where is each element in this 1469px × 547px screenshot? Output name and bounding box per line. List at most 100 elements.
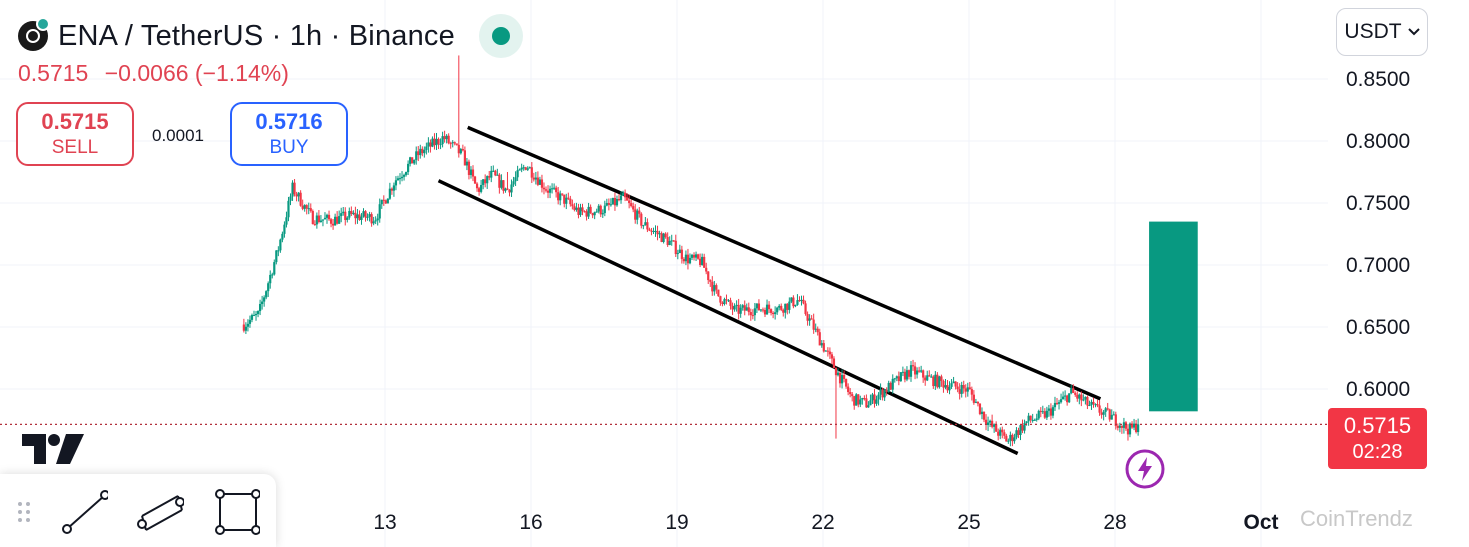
- candle-body: [475, 183, 479, 189]
- candle-body: [522, 167, 525, 169]
- candle-body: [1055, 402, 1059, 404]
- candle-body: [579, 207, 582, 215]
- candle-body: [615, 198, 619, 206]
- candle-body: [258, 303, 262, 312]
- market-status-indicator[interactable]: [478, 14, 523, 58]
- candle-body: [311, 210, 314, 225]
- candle-body: [729, 300, 732, 306]
- candle-body: [447, 135, 450, 144]
- buy-button[interactable]: 0.5716 BUY: [230, 102, 348, 166]
- parallel-channel-icon[interactable]: [136, 488, 184, 536]
- candle-body: [1118, 425, 1121, 428]
- candle-body: [317, 215, 320, 223]
- candle-body: [891, 378, 894, 390]
- candle-body: [664, 233, 667, 238]
- candle-body: [784, 303, 787, 313]
- candle-body: [473, 176, 477, 184]
- candle-body: [832, 358, 836, 368]
- candle-body: [449, 143, 452, 145]
- last-price: 0.5715: [18, 60, 89, 86]
- candle-body: [404, 172, 408, 175]
- candle-body: [948, 386, 951, 391]
- candle-body: [508, 189, 511, 193]
- candle-body: [739, 307, 742, 314]
- candle-body: [354, 212, 357, 219]
- candle-body: [577, 207, 580, 215]
- candle-body: [735, 304, 738, 306]
- candle-body: [670, 240, 673, 242]
- candle-body: [820, 343, 823, 346]
- candle-body: [254, 313, 258, 316]
- drag-handle-icon[interactable]: [6, 488, 54, 536]
- candle-body: [828, 351, 831, 355]
- candle-body: [1021, 425, 1024, 431]
- candle-body: [660, 233, 663, 242]
- candle-body: [502, 180, 505, 191]
- candle-body: [1098, 405, 1101, 413]
- candle-body: [772, 312, 775, 315]
- candle-body: [340, 213, 343, 217]
- candle-body: [439, 144, 442, 146]
- candle-body: [887, 382, 890, 392]
- candle-body: [822, 343, 825, 352]
- chart-grid: [0, 0, 1328, 547]
- candle-body: [745, 307, 748, 311]
- candle-body: [498, 174, 501, 188]
- price-change: −0.0066 (−1.14%): [104, 60, 289, 86]
- sell-button[interactable]: 0.5715 SELL: [16, 102, 134, 166]
- candle-body: [755, 303, 758, 309]
- candle-body: [244, 326, 247, 331]
- rectangle-icon[interactable]: [212, 488, 260, 536]
- candle-body: [940, 376, 943, 381]
- candle-body: [563, 194, 566, 204]
- candle-body: [684, 254, 688, 262]
- candle-body: [378, 204, 381, 219]
- candle-body: [581, 207, 584, 212]
- candle-body: [816, 328, 819, 333]
- candle-body: [1134, 423, 1138, 433]
- candle-body: [291, 182, 294, 197]
- candle-body: [1084, 396, 1087, 400]
- candle-body: [344, 211, 347, 220]
- candle-body: [388, 188, 391, 199]
- candle-body: [605, 203, 608, 206]
- candle-body: [482, 179, 485, 185]
- candle-body: [934, 374, 937, 387]
- candle-body: [865, 398, 868, 408]
- candle-body: [565, 197, 568, 204]
- candle-body: [936, 374, 939, 388]
- ena-coin-icon: [18, 17, 50, 51]
- candle-body: [1001, 429, 1004, 433]
- candle-body: [279, 239, 282, 251]
- candle-body: [1078, 394, 1081, 399]
- lightning-icon[interactable]: [1124, 448, 1166, 490]
- candle-body: [836, 372, 840, 376]
- candle-body: [467, 161, 471, 175]
- currency-selector[interactable]: USDT: [1336, 8, 1428, 56]
- candle-body: [731, 305, 734, 310]
- candle-body: [778, 305, 781, 308]
- candle-body: [694, 254, 698, 258]
- trend-line-icon[interactable]: [60, 488, 108, 536]
- candle-body: [901, 371, 904, 373]
- candle-body: [1041, 411, 1044, 413]
- candle-body: [453, 142, 456, 144]
- candle-body: [907, 370, 911, 377]
- candle-body: [976, 401, 980, 404]
- candle-body: [851, 394, 854, 397]
- candle-body: [524, 167, 527, 170]
- candle-body: [589, 206, 592, 214]
- candle-body: [548, 188, 552, 193]
- candle-body: [433, 138, 436, 146]
- candle-body: [263, 297, 266, 302]
- candle-body: [557, 192, 560, 201]
- candle-body: [861, 398, 864, 400]
- candle-body: [767, 304, 771, 310]
- candle-body: [924, 377, 927, 381]
- candle-body: [402, 174, 406, 177]
- candle-body: [826, 350, 829, 352]
- candle-body: [1013, 437, 1016, 442]
- candle-body: [1092, 401, 1095, 405]
- price-tick-label: 0.6000: [1346, 378, 1410, 401]
